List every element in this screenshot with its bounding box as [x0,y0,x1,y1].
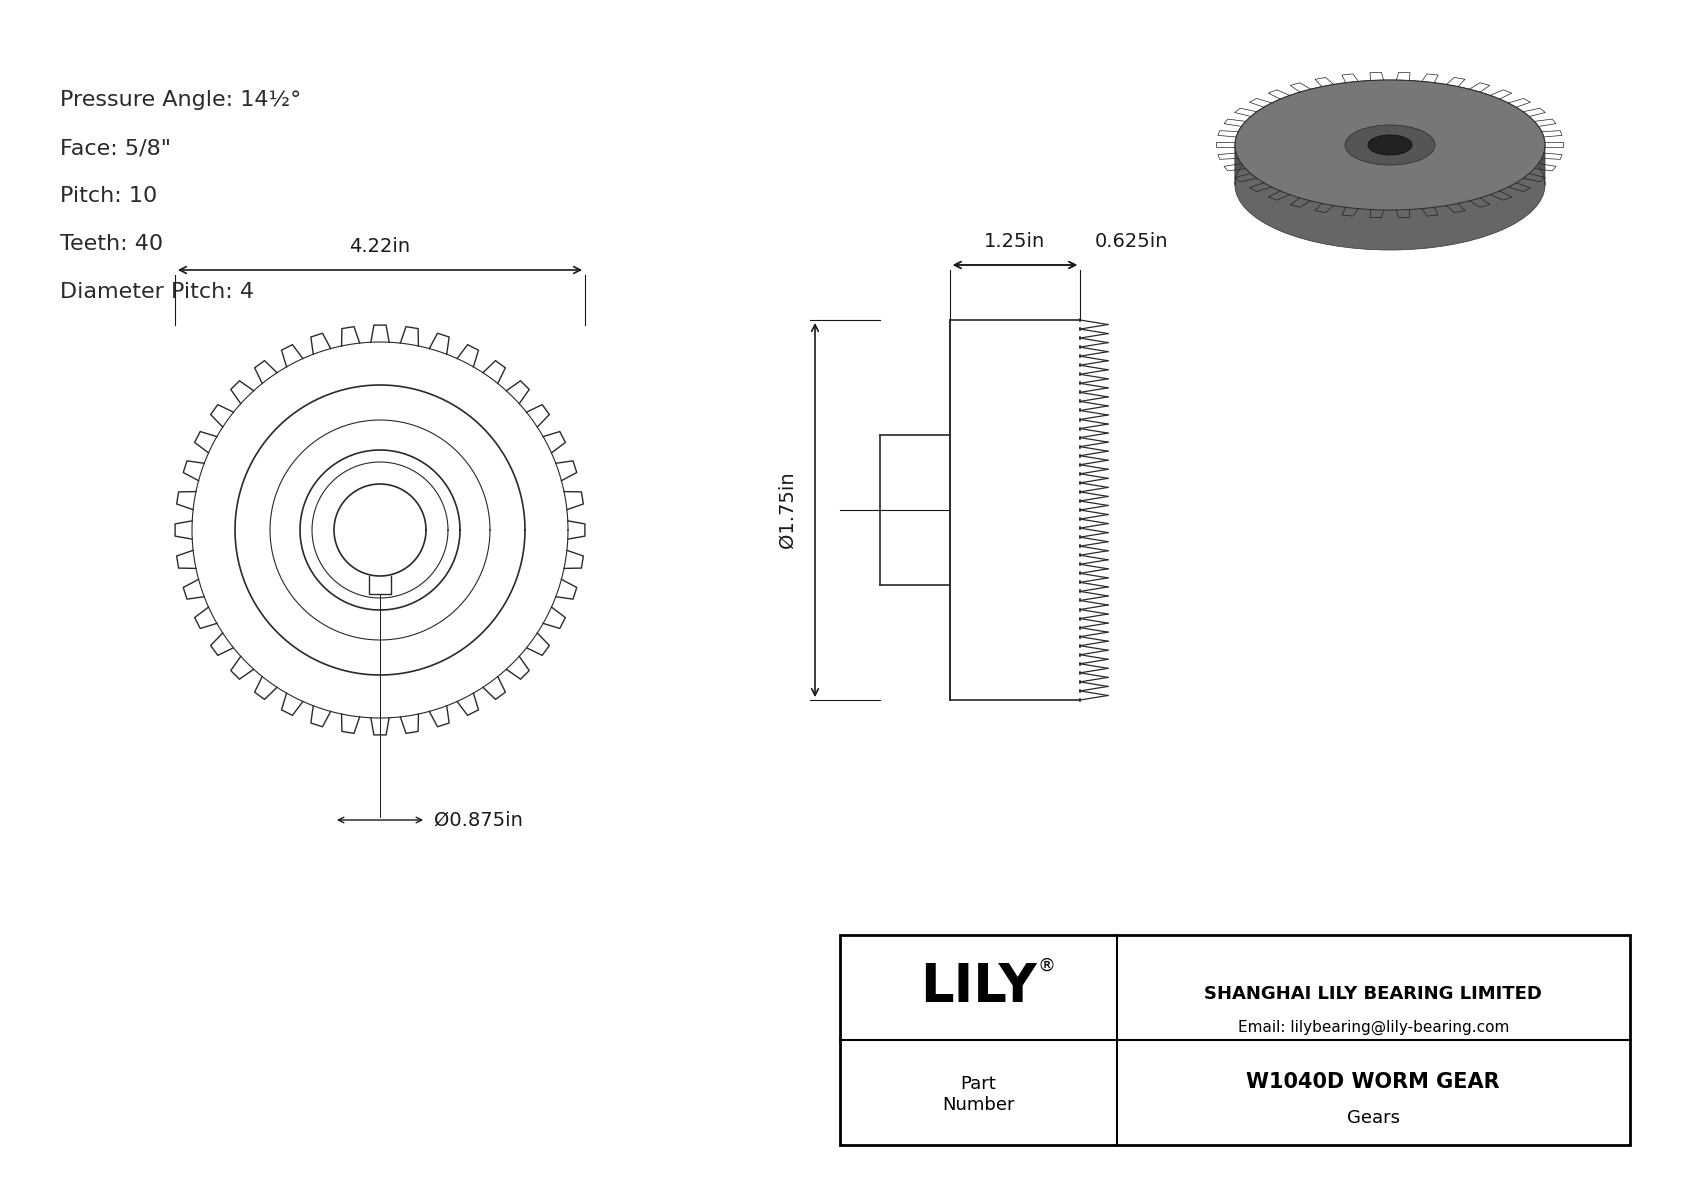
Text: Part
Number: Part Number [941,1075,1014,1114]
Text: Teeth: 40: Teeth: 40 [61,233,163,254]
Text: 0.625in: 0.625in [1095,232,1169,251]
Text: LILY: LILY [919,961,1037,1014]
Text: W1040D WORM GEAR: W1040D WORM GEAR [1246,1072,1500,1092]
Text: Diameter Pitch: 4: Diameter Pitch: 4 [61,282,254,303]
Text: Email: lilybearing@lily-bearing.com: Email: lilybearing@lily-bearing.com [1238,1019,1509,1035]
Text: ®: ® [1037,956,1056,974]
Text: Ø1.75in: Ø1.75in [778,472,797,548]
Ellipse shape [1346,125,1435,166]
Text: Pitch: 10: Pitch: 10 [61,186,157,206]
Text: 1.25in: 1.25in [985,232,1046,251]
Ellipse shape [1234,120,1544,250]
Text: SHANGHAI LILY BEARING LIMITED: SHANGHAI LILY BEARING LIMITED [1204,985,1543,1003]
Text: Face: 5/8": Face: 5/8" [61,138,172,158]
Text: 4.22in: 4.22in [350,237,411,256]
Text: Ø0.875in: Ø0.875in [434,811,522,829]
Polygon shape [1234,80,1544,185]
Ellipse shape [1367,135,1411,155]
Ellipse shape [1234,80,1544,210]
Text: Pressure Angle: 14½°: Pressure Angle: 14½° [61,91,301,110]
Text: Gears: Gears [1347,1109,1399,1127]
